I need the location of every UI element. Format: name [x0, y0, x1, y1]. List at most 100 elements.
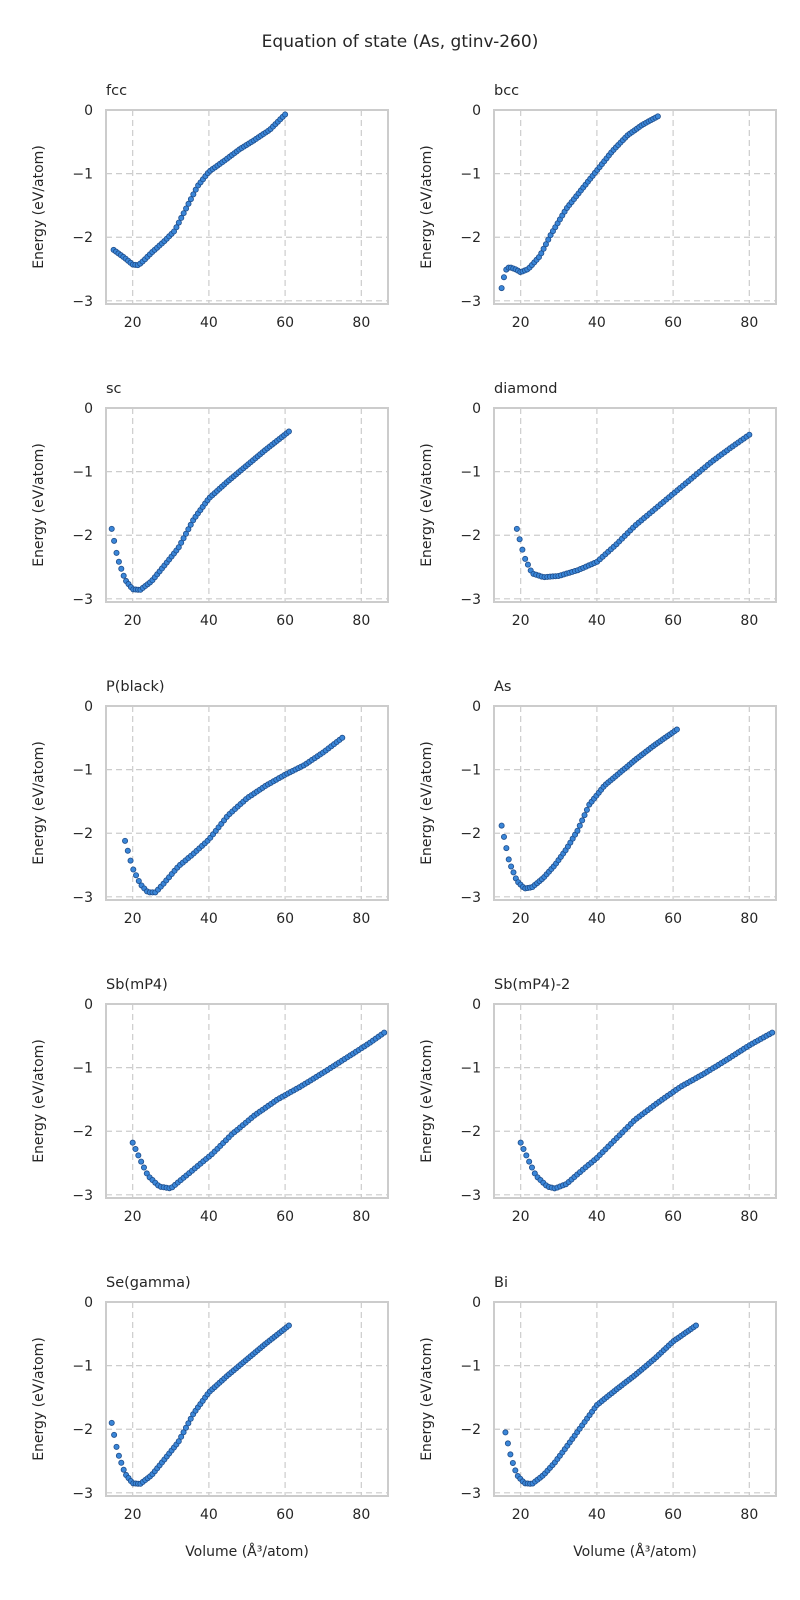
y-tick-label: −3 [460, 592, 481, 608]
data-point [178, 214, 185, 221]
data-point [124, 847, 131, 854]
data-point [282, 111, 289, 118]
plot-frame [493, 1301, 777, 1497]
y-tick-label: −3 [72, 592, 93, 608]
data-point [510, 869, 517, 876]
y-tick-label: −3 [460, 294, 481, 310]
data-point [498, 285, 505, 292]
data-point [118, 1459, 125, 1466]
plot-frame [493, 407, 777, 603]
data-point [528, 1164, 535, 1171]
panel-bi: Bi 20 40 60 80 0 −1 −2 −3 Energy (eV/atom) Volume … [419, 1275, 777, 1560]
y-axis-label: Energy (eV/atom) [31, 443, 47, 567]
y-axis-label: Energy (eV/atom) [419, 1039, 435, 1163]
data-point [576, 822, 583, 829]
data-point [187, 196, 194, 203]
y-tick-label: 0 [472, 997, 481, 1013]
y-axis-label: Energy (eV/atom) [31, 1337, 47, 1461]
data-point [111, 1431, 118, 1438]
figure-title: Equation of state (As, gtinv-260) [262, 32, 539, 52]
data-point [183, 205, 190, 212]
y-tick-label: −1 [72, 763, 93, 779]
x-tick-label: 20 [512, 1507, 530, 1523]
y-tick-label: 0 [472, 1295, 481, 1311]
x-tick-label: 20 [512, 315, 530, 331]
data-point [115, 1452, 122, 1459]
data-point [185, 1420, 192, 1427]
x-tick-label: 40 [200, 1507, 218, 1523]
x-tick-label: 60 [664, 1209, 682, 1225]
data-point [542, 241, 549, 248]
data-point [574, 827, 581, 834]
y-axis-label: Energy (eV/atom) [419, 741, 435, 865]
x-tick-label: 80 [740, 613, 758, 629]
data-point [502, 1429, 509, 1436]
data-point [673, 726, 680, 733]
data-point [746, 431, 753, 438]
panel-p-black: P(black) 20 40 60 80 0 −1 −2 −3 Energy (eV/atom) [31, 679, 389, 927]
plot-frame [105, 1301, 389, 1497]
data-point [692, 1322, 699, 1329]
x-tick-label: 40 [200, 613, 218, 629]
panel-title: diamond [494, 381, 558, 397]
y-tick-label: −2 [460, 1422, 481, 1438]
y-tick-label: −1 [460, 763, 481, 779]
x-tick-label: 60 [276, 315, 294, 331]
x-tick-label: 40 [200, 315, 218, 331]
data-point [498, 822, 505, 829]
panel-se-gamma: Se(gamma) 20 40 60 80 0 −1 −2 −3 Energy (eV/atom)… [31, 1275, 389, 1560]
data-point [175, 544, 182, 551]
x-axis-label: Volume (Å³/atom) [185, 1543, 309, 1560]
y-tick-label: −2 [460, 826, 481, 842]
data-point [180, 210, 187, 217]
data-point [507, 1451, 514, 1458]
panel-sb-mp4: Sb(mP4) 20 40 60 80 0 −1 −2 −3 Energy (eV/atom) [31, 977, 389, 1225]
y-tick-label: −1 [72, 1061, 93, 1077]
data-point [120, 572, 127, 579]
y-axis-label: Energy (eV/atom) [419, 1337, 435, 1461]
x-tick-label: 20 [124, 1209, 142, 1225]
data-point [522, 555, 529, 562]
data-point [133, 872, 140, 879]
data-point [516, 536, 523, 543]
y-tick-label: −3 [72, 1486, 93, 1502]
x-tick-label: 80 [740, 911, 758, 927]
y-tick-label: −1 [72, 1359, 93, 1375]
data-point [140, 1164, 147, 1171]
y-tick-label: 0 [472, 103, 481, 119]
y-tick-label: −1 [72, 465, 93, 481]
panel-title: Sb(mP4) [106, 977, 168, 993]
x-tick-label: 40 [200, 911, 218, 927]
data-point [135, 1152, 142, 1159]
y-tick-label: −3 [460, 1486, 481, 1502]
data-point [120, 1466, 127, 1473]
x-tick-label: 60 [664, 1507, 682, 1523]
data-point [339, 734, 346, 741]
data-point [512, 1467, 519, 1474]
y-tick-label: −2 [72, 826, 93, 842]
x-axis-label: Volume (Å³/atom) [573, 1543, 697, 1560]
data-point [519, 546, 526, 553]
data-point [540, 245, 547, 252]
x-tick-label: 80 [352, 613, 370, 629]
data-point [129, 1139, 136, 1146]
x-tick-label: 80 [352, 315, 370, 331]
plot-frame [493, 109, 777, 305]
data-point [130, 866, 137, 873]
y-tick-label: −3 [72, 294, 93, 310]
y-tick-label: −1 [460, 1359, 481, 1375]
x-tick-label: 60 [276, 911, 294, 927]
plot-frame [105, 407, 389, 603]
y-tick-label: 0 [84, 1295, 93, 1311]
x-tick-label: 40 [588, 1209, 606, 1225]
y-tick-label: 0 [84, 997, 93, 1013]
data-point [135, 877, 142, 884]
panel-title: sc [106, 381, 122, 397]
y-tick-label: −2 [460, 1124, 481, 1140]
x-tick-label: 40 [588, 1507, 606, 1523]
data-point [178, 1433, 185, 1440]
panel-title: As [494, 679, 511, 695]
data-point [769, 1029, 776, 1036]
plot-frame [105, 705, 389, 901]
